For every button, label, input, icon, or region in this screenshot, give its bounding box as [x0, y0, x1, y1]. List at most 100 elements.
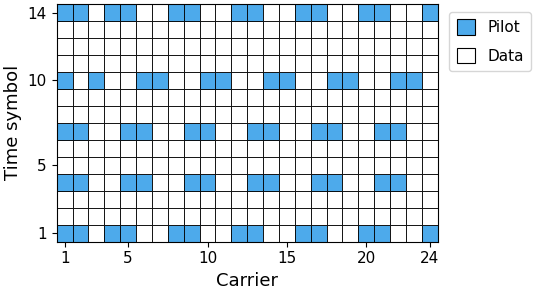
- Bar: [295, 38, 311, 55]
- Bar: [72, 140, 88, 157]
- Bar: [295, 123, 311, 140]
- Bar: [105, 157, 120, 174]
- Bar: [184, 191, 199, 208]
- Bar: [184, 72, 199, 89]
- Bar: [88, 140, 105, 157]
- Bar: [120, 38, 136, 55]
- Bar: [406, 191, 422, 208]
- Bar: [152, 4, 168, 21]
- Bar: [326, 140, 343, 157]
- Bar: [263, 4, 279, 21]
- Bar: [152, 89, 168, 106]
- Bar: [326, 225, 343, 242]
- Bar: [406, 123, 422, 140]
- Bar: [279, 174, 295, 191]
- Bar: [406, 72, 422, 89]
- Bar: [247, 21, 263, 38]
- Bar: [263, 55, 279, 72]
- Bar: [232, 208, 247, 225]
- Bar: [295, 157, 311, 174]
- Bar: [72, 106, 88, 123]
- Bar: [295, 89, 311, 106]
- Bar: [215, 4, 232, 21]
- Bar: [184, 174, 199, 191]
- Bar: [311, 106, 326, 123]
- Bar: [422, 89, 438, 106]
- Bar: [406, 89, 422, 106]
- Bar: [279, 55, 295, 72]
- Bar: [279, 89, 295, 106]
- Bar: [343, 89, 359, 106]
- Bar: [72, 89, 88, 106]
- Bar: [422, 140, 438, 157]
- Bar: [247, 55, 263, 72]
- Bar: [184, 208, 199, 225]
- Bar: [120, 123, 136, 140]
- Bar: [136, 38, 152, 55]
- Bar: [215, 140, 232, 157]
- Bar: [232, 174, 247, 191]
- Bar: [406, 38, 422, 55]
- Bar: [232, 55, 247, 72]
- Bar: [57, 106, 72, 123]
- Bar: [374, 191, 390, 208]
- Bar: [326, 38, 343, 55]
- Bar: [359, 208, 374, 225]
- Bar: [57, 225, 72, 242]
- Bar: [390, 225, 406, 242]
- Bar: [311, 225, 326, 242]
- Bar: [105, 21, 120, 38]
- Bar: [105, 123, 120, 140]
- Bar: [311, 55, 326, 72]
- Bar: [279, 38, 295, 55]
- Bar: [326, 72, 343, 89]
- Bar: [343, 191, 359, 208]
- Bar: [232, 157, 247, 174]
- Bar: [199, 55, 215, 72]
- Bar: [247, 89, 263, 106]
- Bar: [215, 208, 232, 225]
- Bar: [295, 225, 311, 242]
- Bar: [152, 55, 168, 72]
- Bar: [88, 123, 105, 140]
- Bar: [184, 157, 199, 174]
- Bar: [136, 191, 152, 208]
- Bar: [311, 123, 326, 140]
- Bar: [343, 21, 359, 38]
- Bar: [199, 225, 215, 242]
- Bar: [232, 38, 247, 55]
- Bar: [88, 191, 105, 208]
- Bar: [105, 191, 120, 208]
- Bar: [263, 89, 279, 106]
- Bar: [105, 174, 120, 191]
- Bar: [215, 21, 232, 38]
- Bar: [279, 4, 295, 21]
- Bar: [88, 106, 105, 123]
- Bar: [136, 55, 152, 72]
- Bar: [184, 55, 199, 72]
- Bar: [152, 191, 168, 208]
- Bar: [406, 106, 422, 123]
- Bar: [295, 55, 311, 72]
- Bar: [390, 106, 406, 123]
- Bar: [279, 123, 295, 140]
- Bar: [295, 191, 311, 208]
- Bar: [247, 157, 263, 174]
- Bar: [422, 21, 438, 38]
- Bar: [72, 21, 88, 38]
- Bar: [120, 55, 136, 72]
- Bar: [279, 157, 295, 174]
- Bar: [57, 89, 72, 106]
- Bar: [343, 157, 359, 174]
- Bar: [295, 72, 311, 89]
- Bar: [120, 140, 136, 157]
- Bar: [184, 140, 199, 157]
- Bar: [311, 191, 326, 208]
- Bar: [422, 225, 438, 242]
- Bar: [390, 140, 406, 157]
- Bar: [390, 21, 406, 38]
- Bar: [232, 140, 247, 157]
- Bar: [279, 106, 295, 123]
- Bar: [184, 4, 199, 21]
- Y-axis label: Time symbol: Time symbol: [4, 65, 22, 181]
